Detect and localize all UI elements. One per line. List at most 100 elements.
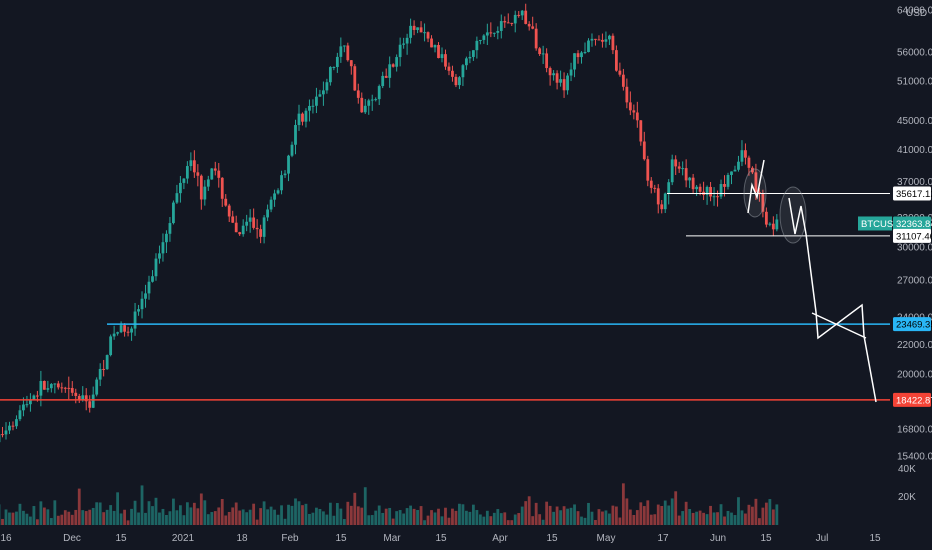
candle <box>388 56 392 88</box>
volume-bar <box>771 509 775 525</box>
candle-body <box>601 39 604 42</box>
candle <box>280 170 283 195</box>
candle <box>719 179 723 199</box>
candle-body <box>15 419 18 427</box>
price-level-label: 32363.84 <box>896 219 932 230</box>
zigzag-drawing[interactable] <box>747 159 765 214</box>
candle-body <box>688 177 692 181</box>
candle-body <box>492 32 496 34</box>
candle <box>513 10 517 33</box>
price-axis[interactable]: 64000.00 56000.00 51000.00 45000.00 41000.00… <box>858 6 932 504</box>
candle <box>562 72 566 98</box>
candle <box>238 231 242 236</box>
volume-bar <box>388 507 392 525</box>
volume-bar <box>356 506 360 525</box>
candle-body <box>287 155 290 174</box>
candle <box>395 54 399 72</box>
candle <box>227 203 231 222</box>
volume-bar <box>604 510 608 525</box>
volume-bar <box>130 508 133 525</box>
projection-path[interactable] <box>805 233 877 403</box>
candle <box>67 376 71 400</box>
candle-body <box>764 211 768 225</box>
candle-body <box>224 198 228 206</box>
volume-bar <box>419 506 423 525</box>
candle-body <box>625 86 629 103</box>
volume-bar <box>182 515 186 525</box>
price-level-label: 23469.35 <box>896 320 932 331</box>
time-tick-label: Apr <box>492 533 508 544</box>
time-tick-label: Jun <box>710 533 726 544</box>
volume-bar <box>342 519 346 525</box>
volume-bar <box>318 508 322 525</box>
candle-body <box>482 35 486 40</box>
volume-bar <box>608 513 611 525</box>
candle <box>199 174 203 210</box>
candle-body <box>381 75 385 87</box>
volume-bar <box>255 519 259 525</box>
candle <box>559 70 562 87</box>
time-axis[interactable]: 16 Dec 15 2021 18 Feb 15 Mar 15 Apr 15 May 17 Jun 15 Ju… <box>0 533 881 544</box>
candle <box>252 208 256 230</box>
pattern-highlight-right[interactable] <box>779 186 807 244</box>
volume-bar <box>667 505 671 525</box>
volume-bar <box>189 507 193 525</box>
volume-bar <box>440 516 444 525</box>
candle-body <box>220 177 224 199</box>
candle-body <box>433 45 437 48</box>
candle <box>737 155 740 172</box>
volume-bar <box>227 511 231 525</box>
candle <box>405 33 409 55</box>
volume-bar <box>241 509 245 525</box>
candle <box>56 380 60 390</box>
volume-bar <box>552 511 556 525</box>
candle <box>764 207 768 228</box>
candle <box>185 161 189 184</box>
volume-bar <box>84 511 88 525</box>
projection-cross[interactable] <box>811 312 867 339</box>
candle <box>49 383 53 393</box>
candle-body <box>154 258 158 277</box>
candle <box>740 140 744 167</box>
volume-bar <box>485 510 489 525</box>
volume-bar <box>384 508 388 525</box>
volume-bar <box>423 520 426 525</box>
candle <box>15 415 18 429</box>
candle-body <box>210 168 214 180</box>
candle <box>220 177 224 207</box>
candle <box>63 386 67 393</box>
candle <box>426 31 430 43</box>
candle-body <box>618 70 622 75</box>
candle-body <box>123 325 126 332</box>
candle <box>224 194 228 207</box>
volume-bar <box>614 506 618 525</box>
volume-bar <box>559 510 562 525</box>
candle-body <box>674 159 678 167</box>
candle-body <box>196 172 200 176</box>
candle <box>430 35 433 48</box>
price-tick-label: 51000.00 <box>897 77 932 88</box>
volume-bar <box>744 513 747 525</box>
candle <box>210 167 214 180</box>
candle <box>140 291 144 319</box>
candle-body <box>273 193 276 200</box>
volume-bar <box>489 516 493 525</box>
candle <box>42 380 46 390</box>
candle-body <box>178 182 182 194</box>
volume-bar <box>628 509 632 525</box>
candle <box>1 426 4 438</box>
volume-bar <box>363 487 367 525</box>
candle-body <box>730 171 733 175</box>
candle-body <box>541 53 545 55</box>
volume-bar <box>210 512 214 525</box>
zigzag-drawing[interactable] <box>788 197 807 235</box>
candle-body <box>667 182 671 194</box>
volume-bar <box>56 515 60 525</box>
candle <box>416 27 419 34</box>
candle-body <box>423 32 426 34</box>
candle <box>663 192 667 214</box>
candle-body <box>182 178 186 183</box>
volume-bar <box>566 508 569 525</box>
candle-body <box>608 35 611 40</box>
